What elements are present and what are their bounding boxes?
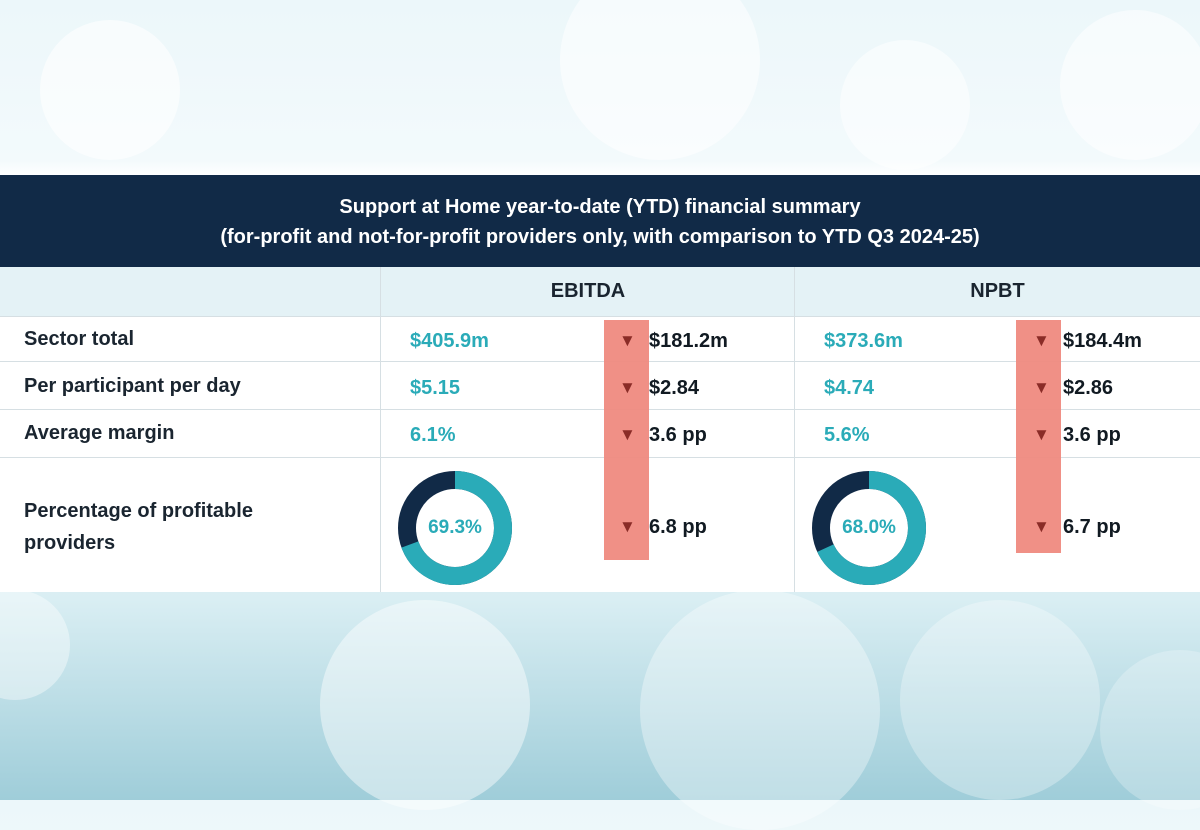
column-header-row: EBITDA NPBT bbox=[0, 267, 1200, 316]
npbt-average-margin-change: 3.6 pp bbox=[1063, 424, 1121, 446]
row-label-profitable-providers-line2: providers bbox=[24, 532, 116, 554]
down-arrow-icon: ▼ bbox=[1033, 517, 1050, 536]
ebitda-profitable-donut bbox=[398, 471, 512, 585]
column-header-ebitda: EBITDA bbox=[550, 280, 626, 302]
down-arrow-icon: ▼ bbox=[619, 517, 636, 536]
change-highlight-npbt bbox=[1016, 320, 1061, 553]
npbt-per-participant-change: $2.86 bbox=[1063, 377, 1114, 399]
down-arrow-icon: ▼ bbox=[619, 378, 636, 397]
ebitda-profitable-change: 6.8 pp bbox=[649, 516, 707, 538]
donut-arc bbox=[398, 471, 512, 585]
change-highlight-ebitda bbox=[604, 320, 649, 560]
divider bbox=[794, 267, 795, 592]
down-arrow-icon: ▼ bbox=[619, 425, 636, 444]
row-label-per-participant: Per participant per day bbox=[24, 375, 241, 397]
down-arrow-icon: ▼ bbox=[1033, 425, 1050, 444]
title-line-2: (for-profit and not-for-profit providers… bbox=[220, 226, 980, 248]
npbt-per-participant-value: $4.74 bbox=[824, 377, 875, 399]
divider bbox=[0, 316, 1200, 317]
npbt-sector-total-value: $373.6m bbox=[824, 330, 903, 352]
row-label-average-margin: Average margin bbox=[24, 422, 175, 444]
donut-arc bbox=[812, 471, 926, 585]
financial-summary-panel: Support at Home year-to-date (YTD) finan… bbox=[0, 175, 1200, 592]
row-label-sector-total: Sector total bbox=[24, 328, 135, 350]
title-line-1: Support at Home year-to-date (YTD) finan… bbox=[339, 196, 861, 218]
title-bar: Support at Home year-to-date (YTD) finan… bbox=[0, 175, 1200, 267]
ebitda-per-participant-change: $2.84 bbox=[649, 377, 700, 399]
npbt-profitable-value: 68.0% bbox=[842, 517, 896, 538]
ebitda-per-participant-value: $5.15 bbox=[410, 377, 461, 399]
npbt-sector-total-change: $184.4m bbox=[1063, 330, 1142, 352]
down-arrow-icon: ▼ bbox=[1033, 331, 1050, 350]
divider bbox=[0, 457, 1200, 458]
ebitda-average-margin-value: 6.1% bbox=[410, 424, 456, 446]
divider bbox=[0, 361, 1200, 362]
divider bbox=[380, 267, 381, 592]
column-header-npbt: NPBT bbox=[970, 280, 1025, 302]
down-arrow-icon: ▼ bbox=[1033, 378, 1050, 397]
down-arrow-icon: ▼ bbox=[619, 331, 636, 350]
ebitda-sector-total-value: $405.9m bbox=[410, 330, 489, 352]
ebitda-profitable-value: 69.3% bbox=[428, 517, 482, 538]
ebitda-average-margin-change: 3.6 pp bbox=[649, 424, 707, 446]
row-label-profitable-providers-line1: Percentage of profitable bbox=[24, 500, 253, 522]
npbt-profitable-change: 6.7 pp bbox=[1063, 516, 1121, 538]
npbt-profitable-donut bbox=[812, 471, 926, 585]
ebitda-sector-total-change: $181.2m bbox=[649, 330, 728, 352]
divider bbox=[0, 409, 1200, 410]
npbt-average-margin-value: 5.6% bbox=[824, 424, 870, 446]
